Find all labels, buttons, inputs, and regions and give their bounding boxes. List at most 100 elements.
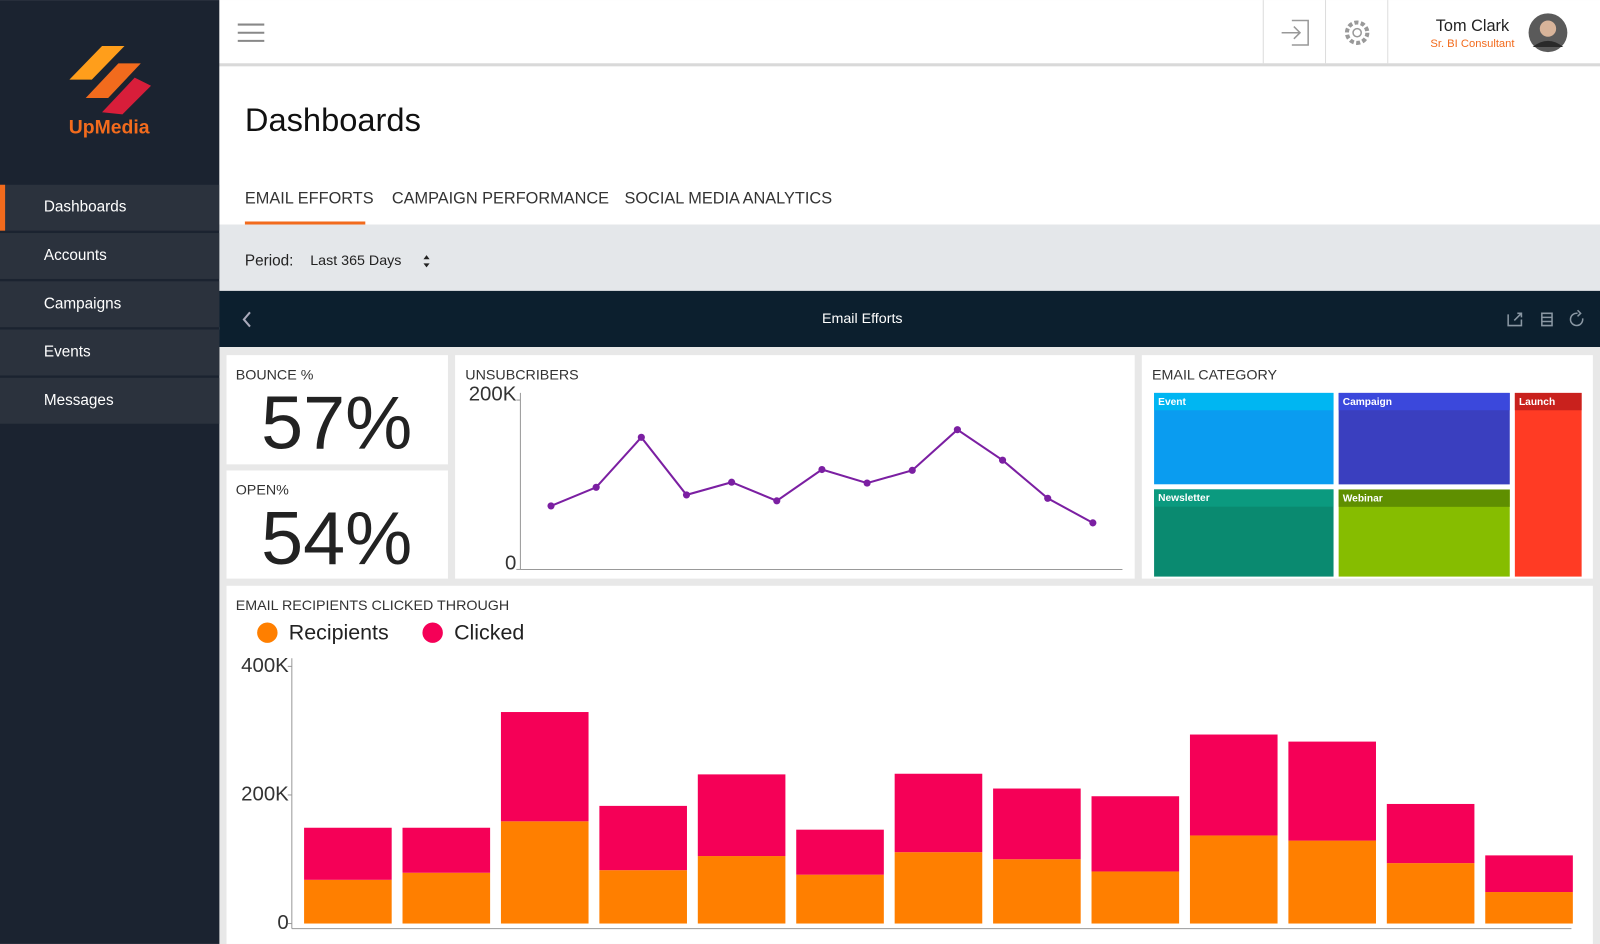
treemap-label: Webinar: [1343, 493, 1383, 504]
login-button[interactable]: [1281, 19, 1309, 46]
back-button[interactable]: [242, 311, 251, 328]
bar-segment: [894, 773, 983, 853]
bar-segment: [993, 788, 1081, 860]
top-bar-border: [219, 63, 1600, 67]
treemap-header: [1514, 392, 1582, 411]
point: [547, 502, 555, 510]
nav-item[interactable]: [0, 281, 220, 328]
tab[interactable]: CAMPAIGN PERFORMANCE: [392, 189, 609, 207]
tabs: EMAIL EFFORTS CAMPAIGN PERFORMANCE SOCIAL …: [244, 189, 832, 225]
treemap-header: [1154, 489, 1334, 507]
nav-label: Messages: [44, 392, 114, 409]
filter-value[interactable]: Last 365 Days: [310, 253, 401, 269]
nav-item[interactable]: [0, 329, 220, 376]
y-tick-label: 200K: [469, 383, 517, 405]
bar-segment: [304, 879, 392, 924]
legend-label[interactable]: Clicked: [454, 620, 524, 644]
nav-active-bar: [0, 184, 6, 231]
tab[interactable]: EMAIL EFFORTS: [245, 189, 374, 207]
card: [455, 355, 1135, 579]
logo: [69, 45, 152, 115]
bar-segment: [796, 874, 884, 924]
chart-title: EMAIL RECIPIENTS CLICKED THROUGH: [236, 598, 509, 614]
chart-title: EMAIL CATEGORY: [1152, 367, 1277, 383]
bar-segment: [1091, 796, 1180, 872]
point: [592, 483, 600, 491]
bar-segment: [500, 712, 589, 822]
user-role: Sr. BI Consultant: [1430, 38, 1515, 50]
brand: UpMedia: [69, 117, 150, 139]
nav-item[interactable]: [0, 184, 220, 231]
y-tick-label: 0: [505, 553, 516, 575]
point: [637, 433, 645, 441]
treemap-header: [1338, 489, 1510, 507]
point: [863, 479, 871, 487]
point: [773, 497, 781, 505]
nav-label: Dashboards: [44, 199, 127, 216]
nav-label: Campaigns: [44, 295, 122, 312]
bar-segment: [1091, 871, 1180, 924]
nav-label: Accounts: [44, 247, 107, 264]
point: [908, 466, 916, 474]
charts: 0 200K Event Newsletter Campaign Webinar Launc…: [241, 383, 1582, 934]
bar-segment: [599, 870, 687, 924]
kpi-value: 57%: [261, 382, 412, 466]
bar-segment: [1386, 863, 1475, 924]
panel-title: Email Efforts: [822, 311, 903, 327]
treemap-label: Event: [1158, 397, 1186, 408]
settings-button[interactable]: [1344, 20, 1370, 45]
bar-segment: [1386, 803, 1475, 864]
bar-segment: [796, 829, 884, 875]
point: [728, 478, 736, 486]
point: [682, 491, 691, 499]
nav-item[interactable]: [0, 233, 220, 279]
panel-tools[interactable]: [1507, 309, 1584, 327]
chart-title: UNSUBCRIBERS: [465, 367, 578, 383]
treemap-label: Launch: [1519, 397, 1555, 408]
point: [998, 456, 1007, 464]
bar-segment: [500, 821, 589, 924]
legend-swatch: [257, 622, 278, 643]
bar-segment: [304, 827, 392, 880]
point: [818, 465, 826, 474]
avatar[interactable]: [1528, 13, 1568, 53]
point: [1089, 519, 1097, 527]
point: [1044, 494, 1052, 502]
legend-label[interactable]: Recipients: [289, 620, 389, 644]
bar-segment: [1485, 855, 1573, 893]
y-tick-label: 0: [277, 912, 288, 934]
treemap-label: Newsletter: [1158, 493, 1210, 504]
menu-button[interactable]: [237, 23, 265, 42]
y-tick-label: 400K: [241, 655, 289, 677]
page-title: Dashboards: [245, 101, 421, 138]
kpi-label: OPEN%: [236, 483, 289, 499]
nav-label: Events: [44, 344, 91, 361]
nav: Dashboards Accounts Campaigns Events Message…: [0, 184, 220, 424]
bar-segment: [1189, 835, 1278, 924]
bar-segment: [599, 805, 687, 871]
y-tick-label: 200K: [241, 783, 289, 805]
bar-segment: [1485, 892, 1573, 924]
bar-segment: [697, 774, 786, 857]
kpi-label: BOUNCE %: [236, 367, 314, 383]
treemap-label: Campaign: [1343, 397, 1392, 408]
header: [219, 66, 1600, 225]
filter-label: Period:: [245, 252, 293, 269]
bar-segment: [894, 852, 983, 924]
top-bar: [219, 0, 1600, 64]
user-name: Tom Clark: [1436, 17, 1510, 35]
nav-item[interactable]: [0, 377, 220, 424]
panel-header: [219, 290, 1600, 347]
card: [226, 355, 448, 465]
tab[interactable]: SOCIAL MEDIA ANALYTICS: [624, 189, 832, 207]
bar-segment: [1288, 840, 1376, 924]
treemap-cell[interactable]: [1514, 392, 1582, 577]
sidebar: [0, 0, 220, 944]
point: [953, 426, 961, 434]
bar-segment: [993, 859, 1081, 924]
legend-swatch: [422, 622, 443, 643]
select-arrow: [423, 255, 430, 268]
bar-segment: [402, 872, 491, 924]
